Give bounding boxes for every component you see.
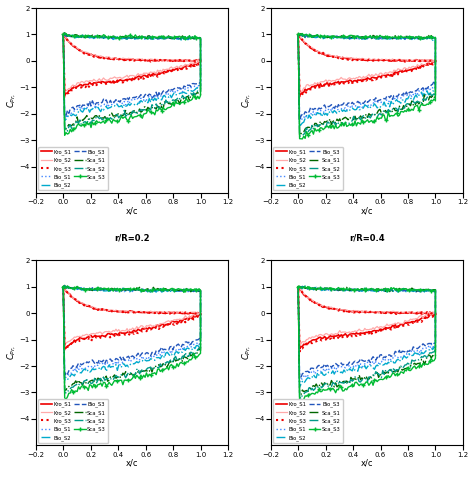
Legend: Kro_S1, Kro_S2, Kro_S3, Bio_S1, Bio_S2, Bio_S3, Sca_S1, Sca_S2, Sca_S3: Kro_S1, Kro_S2, Kro_S3, Bio_S1, Bio_S2, … <box>38 399 108 443</box>
Legend: Kro_S1, Kro_S2, Kro_S3, Bio_S1, Bio_S2, Bio_S3, Sca_S1, Sca_S2, Sca_S3: Kro_S1, Kro_S2, Kro_S3, Bio_S1, Bio_S2, … <box>38 147 108 190</box>
Text: r/R=0.4: r/R=0.4 <box>349 234 384 242</box>
Y-axis label: $C_{Pr,}$: $C_{Pr,}$ <box>240 345 253 361</box>
X-axis label: x/c: x/c <box>361 207 373 215</box>
Y-axis label: $C_{Pr,}$: $C_{Pr,}$ <box>6 345 18 361</box>
Legend: Kro_S1, Kro_S2, Kro_S3, Bio_S1, Bio_S2, Bio_S3, Sca_S1, Sca_S2, Sca_S3: Kro_S1, Kro_S2, Kro_S3, Bio_S1, Bio_S2, … <box>273 399 343 443</box>
Legend: Kro_S1, Kro_S2, Kro_S3, Bio_S1, Bio_S2, Bio_S3, Sca_S1, Sca_S2, Sca_S3: Kro_S1, Kro_S2, Kro_S3, Bio_S1, Bio_S2, … <box>273 147 343 190</box>
Y-axis label: $C_{Pr,}$: $C_{Pr,}$ <box>6 93 18 108</box>
X-axis label: x/c: x/c <box>126 459 138 468</box>
Y-axis label: $C_{Pr,}$: $C_{Pr,}$ <box>240 93 253 108</box>
Text: r/R=0.2: r/R=0.2 <box>114 234 150 242</box>
X-axis label: x/c: x/c <box>126 207 138 215</box>
X-axis label: x/c: x/c <box>361 459 373 468</box>
